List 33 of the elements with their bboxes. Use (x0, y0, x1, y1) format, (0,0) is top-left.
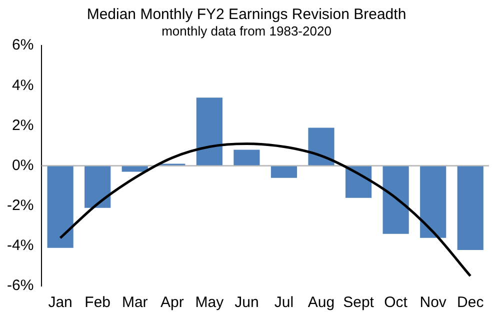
x-tick-label: Feb (84, 294, 111, 312)
bar (234, 150, 260, 166)
y-tick-label: 6% (12, 36, 34, 54)
bar (270, 166, 298, 178)
x-tick-label: Nov (420, 294, 447, 312)
x-tick-label: Jun (234, 294, 259, 312)
y-tick-label: 2% (12, 116, 34, 134)
bar (308, 128, 334, 166)
bar (420, 166, 446, 238)
x-tick-label: Mar (122, 294, 148, 312)
x-tick-label: Jul (274, 294, 294, 312)
bar (122, 166, 148, 172)
bar (196, 98, 222, 166)
bar (457, 166, 484, 250)
x-tick-label: Apr (160, 294, 184, 312)
chart-subtitle: monthly data from 1983-2020 (162, 23, 332, 38)
y-tick-label: 0% (12, 156, 34, 174)
line-series (59, 142, 472, 278)
x-tick-label: Jan (48, 294, 72, 312)
bar (345, 166, 372, 198)
y-tick-label: -2% (6, 197, 34, 214)
x-tick-label: Oct (384, 294, 408, 312)
y-tick-label: -6% (6, 277, 34, 294)
x-tick-label: Sept (343, 294, 375, 312)
x-tick-label: May (195, 294, 224, 312)
bar (84, 166, 111, 208)
bar (382, 166, 409, 234)
bar (47, 166, 74, 248)
y-tick-label: 4% (12, 76, 34, 94)
chart-title: Median Monthly FY2 Earnings Revision Breadth (86, 6, 406, 24)
y-tick-label: -4% (6, 237, 34, 254)
x-tick-label: Aug (308, 294, 335, 312)
x-tick-label: Dec (457, 294, 484, 312)
